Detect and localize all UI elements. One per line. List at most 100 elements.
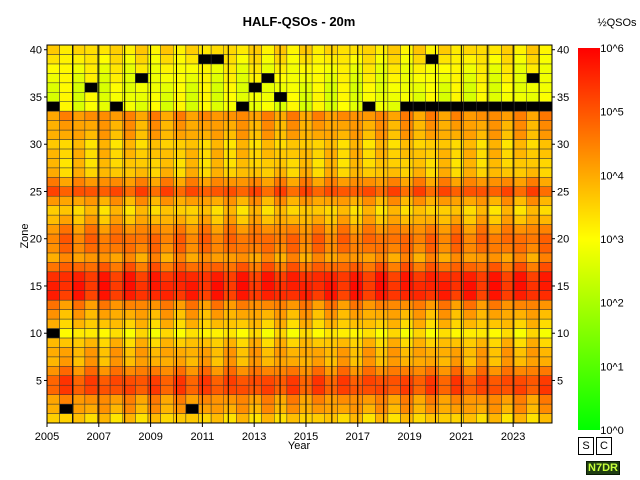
- heatmap-cell: [375, 195, 389, 206]
- heatmap-cell: [59, 82, 73, 93]
- heatmap-cell: [72, 167, 86, 178]
- heatmap-cell: [109, 224, 124, 235]
- heatmap-cell: [248, 44, 262, 55]
- heatmap-cell: [160, 54, 174, 65]
- heatmap-cell: [160, 44, 174, 55]
- heatmap-cell: [248, 233, 262, 244]
- heatmap-cell: [198, 252, 212, 263]
- heatmap-cell: [488, 309, 502, 320]
- heatmap-cell: [147, 120, 161, 131]
- heatmap-cell: [513, 233, 528, 244]
- heatmap-cell-no-data: [248, 82, 262, 93]
- heatmap-cell: [198, 233, 212, 244]
- heatmap-cell: [539, 63, 553, 74]
- heatmap-cell: [160, 120, 174, 131]
- heatmap-cell: [261, 63, 275, 74]
- heatmap-cell: [400, 224, 414, 235]
- heatmap-cell: [488, 252, 502, 263]
- heatmap-cell: [425, 290, 439, 301]
- heatmap-cell: [261, 299, 275, 310]
- heatmap-cell: [198, 186, 212, 197]
- heatmap-cell: [387, 129, 401, 140]
- heatmap-cell: [97, 92, 111, 102]
- heatmap-cell: [97, 262, 111, 273]
- heatmap-cell: [488, 110, 502, 121]
- heatmap-cell: [501, 328, 515, 339]
- heatmap-cell: [324, 413, 338, 424]
- heatmap-cell: [311, 54, 326, 65]
- heatmap-cell: [261, 233, 275, 244]
- heatmap-cell: [109, 148, 124, 159]
- heatmap-cell: [425, 82, 439, 93]
- heatmap-cell: [513, 413, 528, 424]
- heatmap-cell: [160, 384, 174, 395]
- heatmap-cell: [337, 214, 351, 225]
- heatmap-cell: [337, 110, 351, 121]
- s-button[interactable]: S: [578, 437, 594, 455]
- heatmap-cell: [97, 129, 111, 140]
- heatmap-cell: [488, 356, 502, 367]
- heatmap-cell: [362, 195, 376, 206]
- heatmap-cell: [311, 384, 326, 395]
- heatmap-cell: [248, 205, 262, 216]
- heatmap-cell: [135, 271, 149, 282]
- heatmap-cell: [223, 309, 237, 320]
- heatmap-cell: [147, 299, 161, 310]
- heatmap-cell: [160, 403, 174, 414]
- heatmap-cell: [210, 214, 225, 225]
- c-button[interactable]: C: [596, 437, 612, 455]
- heatmap-cell: [198, 403, 212, 414]
- heatmap-cell: [185, 177, 199, 188]
- heatmap-cell: [324, 224, 338, 235]
- heatmap-cell: [362, 73, 376, 84]
- heatmap-cell: [286, 384, 300, 395]
- x-tick-label: 2013: [242, 431, 266, 443]
- heatmap-cell: [337, 233, 351, 244]
- heatmap-cell: [223, 82, 237, 93]
- heatmap-cell: [513, 63, 528, 74]
- heatmap-cell: [46, 233, 60, 244]
- heatmap-cell: [362, 413, 376, 424]
- heatmap-cell-no-data: [400, 101, 414, 112]
- heatmap-cell: [236, 44, 250, 55]
- heatmap-cell-no-data: [425, 54, 439, 65]
- heatmap-cell: [488, 195, 502, 206]
- heatmap-cell: [400, 403, 414, 414]
- heatmap-cell: [198, 337, 212, 348]
- heatmap-cell: [147, 186, 161, 197]
- heatmap-cell: [539, 262, 553, 273]
- heatmap-cell: [261, 366, 275, 376]
- heatmap-cell: [147, 290, 161, 301]
- heatmap-cell: [526, 290, 540, 301]
- heatmap-cell: [425, 233, 439, 244]
- heatmap-cell: [223, 214, 237, 225]
- heatmap-cell: [160, 243, 174, 254]
- author-badge: N7DR: [586, 461, 620, 475]
- heatmap-cell: [539, 233, 553, 244]
- heatmap-cell: [210, 318, 225, 329]
- heatmap-cell: [173, 167, 187, 178]
- heatmap-cell: [72, 63, 86, 74]
- heatmap-cell: [539, 271, 553, 282]
- heatmap-cell: [400, 243, 414, 254]
- heatmap-cell: [210, 110, 225, 121]
- heatmap-cell: [236, 271, 250, 282]
- heatmap-cell: [286, 356, 300, 367]
- heatmap-cell: [488, 299, 502, 310]
- heatmap-cell: [425, 214, 439, 225]
- heatmap-cell: [463, 224, 477, 235]
- heatmap-cell: [349, 120, 363, 131]
- heatmap-cell: [84, 63, 98, 74]
- heatmap-cell: [72, 177, 86, 188]
- heatmap-cell: [261, 92, 275, 102]
- heatmap-cell: [286, 177, 300, 188]
- heatmap-cell: [109, 205, 124, 216]
- heatmap-cell: [311, 262, 326, 273]
- heatmap-cell: [59, 366, 73, 376]
- heatmap-cell: [412, 403, 427, 414]
- heatmap-cell: [160, 262, 174, 273]
- heatmap-cell: [135, 224, 149, 235]
- heatmap-cell: [97, 82, 111, 93]
- heatmap-cell: [147, 384, 161, 395]
- heatmap-cell: [97, 309, 111, 320]
